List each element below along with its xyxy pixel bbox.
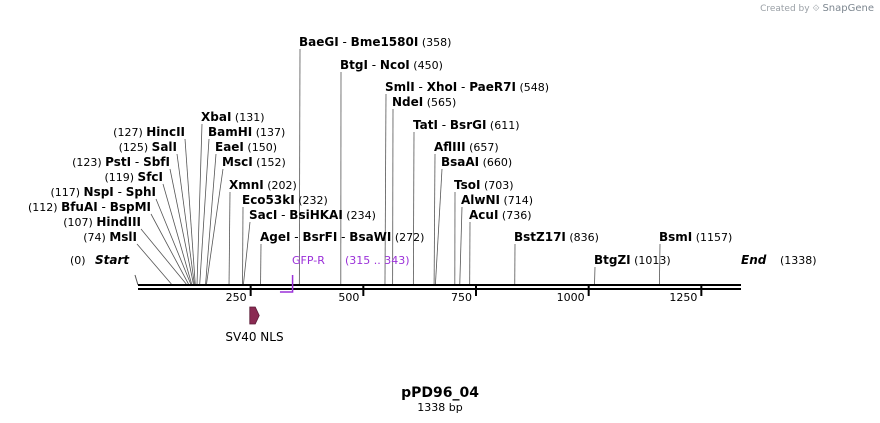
site-connectors xyxy=(134,48,661,286)
site-connector xyxy=(155,198,192,285)
primer-range: (315 .. 343) xyxy=(345,254,410,267)
site-connector xyxy=(459,206,463,285)
sequence-backbone: 250 500 750 1000 1250 xyxy=(138,284,741,304)
snapgene-credit: Created by ⟐ SnapGene xyxy=(760,3,874,14)
ruler-tick-label: 250 xyxy=(226,291,247,304)
plasmid-length: 1338 bp xyxy=(417,401,462,414)
plasmid-name: pPD96_04 xyxy=(401,385,479,401)
restriction-site-label[interactable]: BsaAI (660) xyxy=(441,155,512,169)
site-connector xyxy=(435,168,443,285)
restriction-site-label[interactable]: (117) NspI - SphI xyxy=(50,185,156,199)
restriction-site-label[interactable]: BamHI (137) xyxy=(208,125,285,139)
restriction-site-label[interactable]: BstZ17I (836) xyxy=(514,230,599,244)
site-connector xyxy=(136,243,172,285)
ruler-tick-label: 1250 xyxy=(669,291,697,304)
restriction-site-label[interactable]: (74) MslI xyxy=(83,230,137,244)
credit-text: Created by xyxy=(760,4,810,14)
primer-arrow[interactable] xyxy=(279,275,294,293)
restriction-site-label[interactable]: BaeGI - Bme1580I (358) xyxy=(299,35,451,49)
restriction-site-label[interactable]: TatI - BsrGI (611) xyxy=(413,118,520,132)
restriction-site-label[interactable]: BtgI - NcoI (450) xyxy=(340,58,443,72)
primer-name[interactable]: GFP-R xyxy=(292,254,325,267)
site-connector xyxy=(176,153,195,285)
site-connector xyxy=(206,168,224,285)
restriction-site-label[interactable]: (107) HindIII xyxy=(63,215,141,229)
credit-brand: SnapGene xyxy=(822,3,874,14)
restriction-site-label[interactable]: Eco53kI (232) xyxy=(242,193,328,207)
site-connector xyxy=(169,168,194,285)
restriction-site-label[interactable]: SmlI - XhoI - PaeR7I (548) xyxy=(385,80,549,94)
ruler-tick-label: 500 xyxy=(338,291,359,304)
site-connector xyxy=(184,138,196,285)
site-connector xyxy=(298,48,301,285)
restriction-site-label[interactable]: BtgZI (1013) xyxy=(594,253,671,267)
feature-label: SV40 NLS xyxy=(225,330,283,344)
ruler-tick-label: 1000 xyxy=(557,291,585,304)
restriction-site-label[interactable]: TsoI (703) xyxy=(454,178,514,192)
end-position: (1338) xyxy=(780,254,817,267)
site-connector xyxy=(659,243,661,285)
site-connector xyxy=(140,228,187,285)
feature-sv40-nls-arrow[interactable] xyxy=(249,306,260,325)
restriction-site-label[interactable]: MscI (152) xyxy=(222,155,286,169)
site-connector xyxy=(196,123,203,285)
site-connector xyxy=(433,153,436,285)
site-connector xyxy=(205,153,217,285)
site-connector xyxy=(412,131,415,285)
restriction-site-label[interactable]: (112) BfuAI - BspMI xyxy=(28,200,151,214)
restriction-site-label[interactable]: AcuI (736) xyxy=(469,208,532,222)
ruler-tick-label: 750 xyxy=(451,291,472,304)
site-connector xyxy=(150,213,189,285)
restriction-site-label[interactable]: (125) SalI xyxy=(119,140,177,154)
restriction-site-label[interactable]: (123) PstI - SbfI xyxy=(72,155,170,169)
restriction-site-label[interactable]: (127) HincII xyxy=(113,125,185,139)
start-position: (0) xyxy=(70,254,86,267)
restriction-site-label[interactable]: AlwNI (714) xyxy=(461,193,533,207)
restriction-site-label[interactable]: (119) SfcI xyxy=(104,170,163,184)
site-connector xyxy=(243,221,251,285)
restriction-site-label[interactable]: SacI - BsiHKAI (234) xyxy=(249,208,376,222)
site-labels: (0) Start End (1338) BaeGI - Bme1580I (358) B… xyxy=(28,35,817,267)
start-label: Start xyxy=(95,253,130,267)
restriction-site-label[interactable]: AgeI - BsrFI - BsaWI (272) xyxy=(260,230,424,244)
snapgene-logo-icon: ⟐ xyxy=(812,4,820,14)
site-connector xyxy=(384,93,387,285)
site-connector xyxy=(162,183,193,285)
restriction-site-label[interactable]: NdeI (565) xyxy=(392,95,456,109)
restriction-site-label[interactable]: XmnI (202) xyxy=(229,178,297,192)
start-connector xyxy=(134,274,139,286)
restriction-site-label[interactable]: EaeI (150) xyxy=(215,140,277,154)
restriction-site-label[interactable]: BsmI (1157) xyxy=(659,230,732,244)
end-label: End xyxy=(741,253,767,267)
site-connector xyxy=(228,191,231,285)
restriction-site-label[interactable]: AflIII (657) xyxy=(434,140,499,154)
restriction-site-label[interactable]: XbaI (131) xyxy=(201,110,264,124)
site-connector xyxy=(199,138,210,285)
